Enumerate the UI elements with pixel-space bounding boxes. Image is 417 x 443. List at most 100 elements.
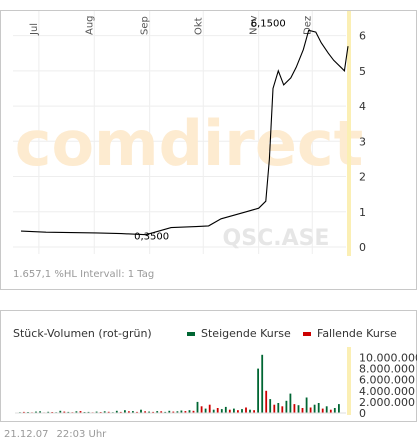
legend-falling-label: Fallende Kurse	[317, 327, 397, 340]
volume-bar	[297, 405, 300, 413]
legend-rising-swatch	[187, 332, 195, 336]
volume-bar	[119, 411, 122, 413]
y-tick-label: 1	[359, 206, 366, 219]
volume-bar	[95, 411, 98, 413]
volume-bar	[107, 411, 110, 413]
volume-bar	[325, 406, 328, 413]
volume-bar	[67, 411, 70, 413]
volume-bar	[132, 411, 134, 413]
volume-bar	[228, 409, 231, 413]
volume-bar	[253, 410, 255, 413]
volume-bar	[257, 368, 259, 413]
volume-y-tick-label: 2.000.000	[359, 396, 415, 409]
volume-bar	[47, 411, 50, 413]
y-tick-label: 6	[359, 30, 366, 43]
volume-bar	[160, 411, 163, 413]
volume-bar	[293, 404, 296, 413]
volume-bar	[156, 411, 159, 413]
volume-bar	[124, 410, 126, 413]
current-day-band	[347, 11, 351, 256]
volume-bar	[265, 390, 268, 413]
volume-chart-panel: 0 2.000.000 4.000.000 6.000.000 8.000.000 10.…	[0, 310, 417, 422]
volume-bar	[87, 411, 90, 413]
legend-falling: Fallende Kurse	[303, 327, 397, 340]
volume-bar	[224, 406, 227, 413]
volume-chart: 02.000.0004.000.0006.000.0008.000.00010.…	[15, 347, 417, 420]
volume-bar	[212, 409, 215, 413]
y-tick-label: 4	[359, 100, 366, 113]
volume-bar	[216, 408, 219, 413]
volume-bar	[188, 410, 191, 413]
volume-bar	[281, 406, 284, 413]
y-tick-label: 5	[359, 65, 366, 78]
volume-bar	[233, 408, 235, 413]
volume-bar	[196, 401, 199, 413]
volume-bar	[285, 400, 288, 413]
volume-bar	[261, 354, 264, 413]
timestamp-time: 22:03 Uhr	[56, 429, 107, 440]
price-line	[20, 29, 349, 236]
volume-y-tick-label: 10.000.000	[359, 352, 417, 365]
volume-bar	[75, 411, 78, 413]
volume-bar	[152, 411, 154, 413]
volume-y-tick-label: 0	[359, 407, 366, 420]
volume-bar	[301, 408, 304, 413]
volume-bar	[204, 408, 207, 413]
volume-bar	[321, 408, 324, 413]
y-tick-label: 2	[359, 171, 366, 184]
volume-bar	[184, 411, 187, 413]
y-tick-label: 0	[359, 241, 366, 254]
volume-bar	[329, 409, 332, 413]
volume-bar	[200, 406, 203, 413]
volume-bar	[192, 410, 195, 413]
volume-bar	[136, 411, 138, 413]
x-tick-label: Aug	[84, 15, 95, 35]
timestamp: 21.12.07 22:03 Uhr	[4, 429, 114, 440]
volume-bar	[115, 410, 118, 413]
price-annotation: 6,1500	[251, 18, 286, 29]
volume-bar	[241, 409, 243, 413]
volume-bar	[140, 409, 142, 413]
watermark-text: comdirect	[15, 107, 364, 180]
volume-bar	[63, 411, 66, 413]
volume-title: Stück-Volumen (rot-grün)	[13, 327, 152, 340]
volume-bar	[317, 403, 320, 413]
volume-bar	[313, 404, 316, 413]
y-tick-label: 3	[359, 135, 366, 148]
instrument-watermark: QSC.ASE	[223, 226, 330, 251]
x-tick-label: Jul	[29, 23, 40, 36]
x-tick-label: Dez	[302, 16, 313, 35]
price-chart: comdirect QSC.ASE Jul Aug Sep Okt Nov Dez 0 1 2 3 4 5…	[13, 11, 366, 256]
volume-bar	[273, 404, 276, 413]
timestamp-date: 21.12.07	[4, 429, 49, 440]
volume-y-tick-label: 6.000.000	[359, 374, 415, 387]
volume-bar	[103, 411, 106, 413]
volume-bar	[144, 411, 146, 413]
volume-bar	[305, 397, 308, 413]
volume-y-tick-label: 4.000.000	[359, 385, 415, 398]
chart-info-text: 1.657,1 %HL Intervall: 1 Tag	[13, 269, 155, 280]
volume-bar	[338, 404, 340, 413]
volume-bar	[309, 407, 312, 413]
volume-bar	[79, 411, 82, 413]
volume-bar	[237, 410, 239, 413]
x-tick-label: Sep	[140, 16, 151, 35]
volume-bar	[333, 408, 336, 413]
x-tick-label: Nov	[249, 15, 260, 35]
volume-bar	[180, 410, 183, 413]
volume-bar	[220, 409, 223, 413]
volume-bar	[249, 409, 251, 413]
volume-bar	[128, 411, 130, 413]
volume-bar	[35, 411, 37, 413]
x-tick-label: Okt	[193, 17, 204, 35]
volume-bar	[269, 399, 272, 413]
volume-current-day-band	[347, 347, 351, 415]
volume-bar	[176, 411, 179, 413]
volume-bar	[172, 411, 175, 413]
legend-falling-swatch	[303, 332, 311, 336]
volume-bar	[59, 410, 62, 413]
volume-bar	[39, 411, 41, 413]
volume-bar	[245, 407, 247, 413]
volume-y-tick-label: 8.000.000	[359, 363, 415, 376]
volume-bar	[168, 410, 171, 413]
